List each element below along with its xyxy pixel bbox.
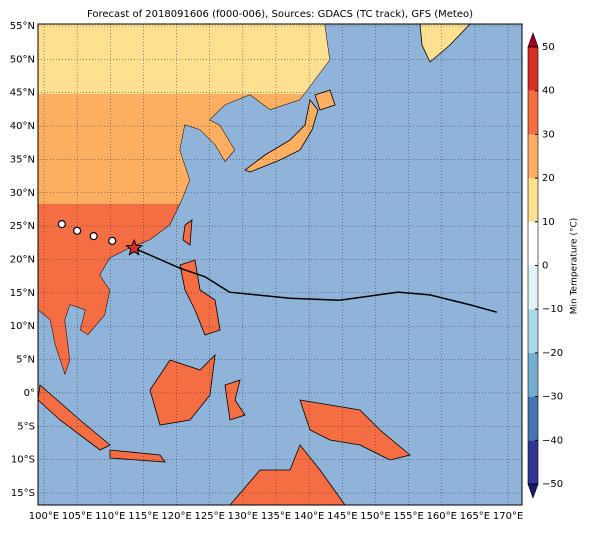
colorbar-bin <box>528 47 538 91</box>
lat-tick-label: 35°N <box>10 154 35 165</box>
colorbar: −50 −40 −30 −20 −10 0 10 20 30 40 50 <box>527 32 563 499</box>
lon-tick-label: 125°E <box>195 511 225 522</box>
grid <box>38 24 522 505</box>
tc-track <box>57 220 498 313</box>
lat-tick-label: 10°N <box>10 321 35 332</box>
colorbar-bin <box>528 134 538 179</box>
colorbar-bin <box>528 178 538 222</box>
lon-tick-label: 100°E <box>29 511 59 522</box>
lat-tick-label: 5°N <box>16 355 35 366</box>
colorbar-tick-label: 10 <box>542 217 555 228</box>
lon-tick-label: 120°E <box>161 511 191 522</box>
past-position <box>89 232 98 241</box>
colorbar-tick-label: −30 <box>542 392 563 403</box>
current-position <box>125 238 144 256</box>
lat-tick-label: 10°S <box>11 455 35 466</box>
lon-tick-label: 160°E <box>427 511 457 522</box>
past-position <box>73 226 82 235</box>
map-title: Forecast of 2018091606 (f000-006), Sourc… <box>87 9 473 20</box>
lon-tick-label: 115°E <box>128 511 158 522</box>
colorbar-over <box>527 32 539 48</box>
lon-tick-label: 135°E <box>261 511 291 522</box>
lat-tick-label: 15°N <box>10 288 35 299</box>
past-position <box>57 220 66 229</box>
colorbar-bin <box>528 90 538 135</box>
colorbar-tick-label: 0 <box>542 261 548 272</box>
lat-tick-label: 5°S <box>17 421 35 432</box>
colorbar-bin <box>528 221 538 266</box>
colorbar-label: Min Temperature (°C) <box>570 218 580 315</box>
track-line <box>133 247 498 313</box>
past-position <box>108 236 117 245</box>
lat-tick-label: 40°N <box>10 121 35 132</box>
colorbar-bin <box>528 352 538 397</box>
lat-tick-label: 20°N <box>10 254 35 265</box>
lat-tick-label: 25°N <box>10 221 35 232</box>
lat-tick-label: 50°N <box>10 54 35 65</box>
colorbar-tick-label: −50 <box>542 479 563 490</box>
lon-tick-label: 170°E <box>493 511 523 522</box>
lat-tick-label: 55°N <box>10 21 35 32</box>
islands <box>37 23 471 506</box>
colorbar-tick-label: 40 <box>542 86 555 97</box>
map-frame <box>37 23 523 506</box>
colorbar-bin <box>528 309 538 353</box>
lon-tick-label: 145°E <box>327 511 357 522</box>
colorbar-tick-label: 50 <box>542 42 555 53</box>
lon-tick-label: 155°E <box>393 511 423 522</box>
lon-tick-label: 150°E <box>360 511 390 522</box>
colorbar-tick-label: −40 <box>542 435 563 446</box>
colorbar-tick-label: 20 <box>542 173 555 184</box>
lon-tick-label: 105°E <box>62 511 92 522</box>
lon-tick-label: 165°E <box>460 511 490 522</box>
colorbar-tick-label: 30 <box>542 129 555 140</box>
colorbar-tick-label: −10 <box>542 304 563 315</box>
colorbar-bin <box>528 265 538 310</box>
lat-tick-label: 30°N <box>10 188 35 199</box>
colorbar-bin <box>528 440 538 484</box>
colorbar-tick-label: −20 <box>542 348 563 359</box>
lat-tick-label: 0° <box>24 388 35 399</box>
colorbar-bin <box>528 396 538 441</box>
lon-tick-label: 130°E <box>228 511 258 522</box>
lon-tick-label: 140°E <box>294 511 324 522</box>
colorbar-under <box>527 483 539 499</box>
lon-tick-label: 110°E <box>95 511 125 522</box>
lat-tick-label: 45°N <box>10 88 35 99</box>
lat-tick-label: 15°S <box>11 488 35 499</box>
